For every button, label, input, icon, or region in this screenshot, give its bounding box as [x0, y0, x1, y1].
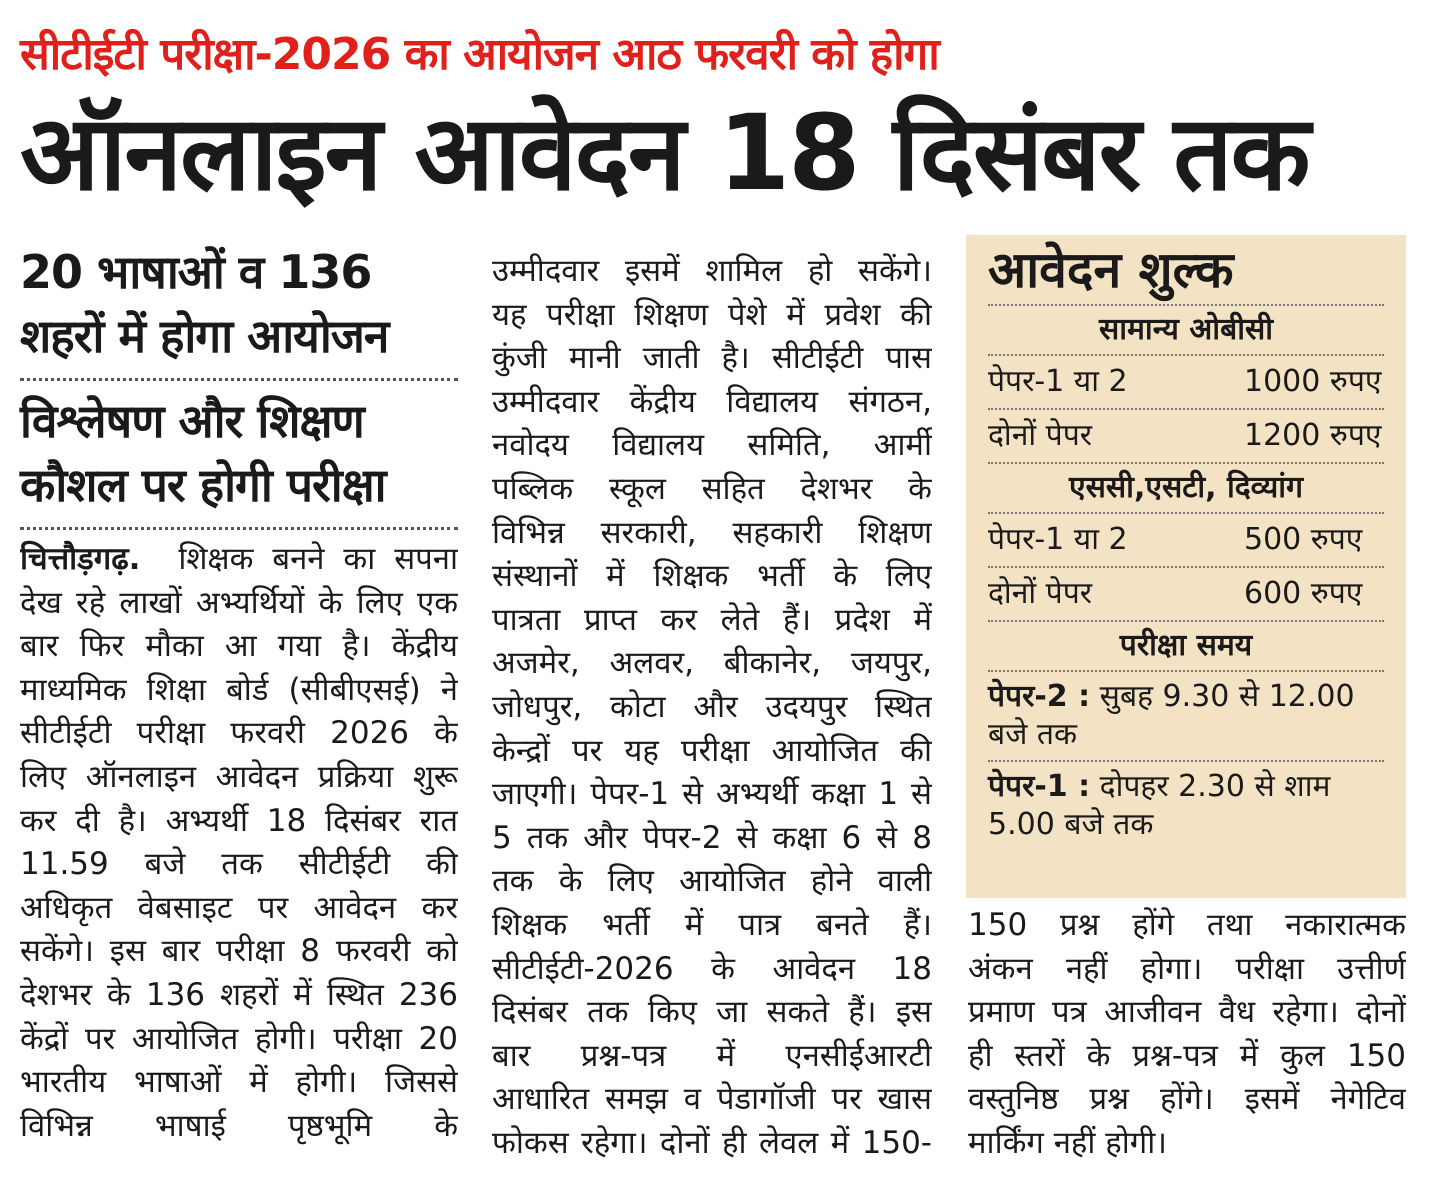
text-line: यह परीक्षा शिक्षण पेशे में प्रवेश की [492, 296, 932, 333]
text-line: जाएगी। पेपर-1 से अभ्यर्थी कक्षा 1 से [492, 776, 932, 813]
divider [988, 354, 1384, 356]
divider [988, 620, 1384, 622]
text-line: तक के लिए आयोजित होने वाली [492, 863, 932, 900]
fee-label: पेपर-1 या 2 [988, 364, 1128, 399]
article-body-1: चित्तौड़गढ़. शिक्षक बनने का सपना देख रहे … [20, 538, 458, 1148]
column-1: 20 भाषाओं व 136 शहरों में होगा आयोजन विश… [20, 240, 458, 1148]
divider [988, 408, 1384, 410]
fee-box: आवेदन शुल्क सामान्य ओबीसी पेपर-1 या 2 100… [966, 235, 1406, 898]
text-line: चित्तौड़गढ़. शिक्षक बनने का सपना [20, 538, 458, 582]
text-line: मार्किंग नहीं होगी। [968, 1124, 1167, 1161]
text-line: देशभर के 136 शहरों में स्थित 236 [20, 976, 458, 1013]
fee-row: पेपर-1 या 2 1000 रुपए [988, 360, 1384, 404]
text-line: केंद्रों पर आयोजित होगी। परीक्षा 20 [20, 1020, 458, 1057]
text-line: विभिन्न भाषाई पृष्ठभूमि के [20, 1107, 458, 1144]
divider [20, 378, 458, 381]
main-headline: ऑनलाइन आवेदन 18 दिसंबर तक [20, 92, 1310, 214]
dateline: चित्तौड़गढ़. [20, 541, 141, 577]
text-line: सकेंगे। इस बार परीक्षा 8 फरवरी को [20, 933, 458, 970]
text-line: अजमेर, अलवर, बीकानेर, जयपुर, [492, 645, 932, 682]
divider [988, 760, 1384, 762]
text-line: प्रमाण पत्र आजीवन वैध रहेगा। दोनों [968, 994, 1406, 1031]
text-line: देख रहे लाखों अभ्यर्थियों के लिए एक [20, 584, 458, 621]
text-line: सीटीईटी-2026 के आवेदन 18 [492, 950, 932, 987]
divider [988, 670, 1384, 672]
text-line: आधारित समझ व पेडागॉजी पर खास [492, 1081, 932, 1118]
text-line: बार फिर मौका आ गया है। केंद्रीय [20, 628, 458, 665]
text-line: 150 प्रश्न होंगे तथा नकारात्मक [968, 907, 1406, 943]
fee-amount: 600 रुपए [1244, 576, 1363, 611]
time-label: पेपर-1 : [988, 769, 1091, 804]
text-line: उम्मीदवार इसमें शामिल हो सकेंगे। [492, 253, 932, 289]
text-span: शिक्षक बनने का सपना [178, 541, 458, 577]
exam-time-heading: परीक्षा समय [1119, 628, 1253, 663]
divider [988, 462, 1384, 464]
fee-label: पेपर-1 या 2 [988, 522, 1128, 557]
text-line: कर दी है। अभ्यर्थी 18 दिसंबर रात [20, 802, 458, 839]
text-line: फोकस रहेगा। दोनों ही लेवल में 150- [492, 1124, 932, 1161]
kicker-headline: सीटीईटी परीक्षा-2026 का आयोजन आठ फरवरी क… [20, 29, 940, 80]
subheading: 20 भाषाओं व 136 [20, 245, 372, 299]
column-3: आवेदन शुल्क सामान्य ओबीसी पेपर-1 या 2 100… [966, 235, 1406, 1166]
text-line: विभिन्न सरकारी, सहकारी शिक्षण [492, 514, 932, 551]
subheading: विश्लेषण और शिक्षण [20, 394, 365, 448]
text-line: भारतीय भाषाओं में होगी। जिससे [20, 1064, 458, 1101]
text-line: वस्तुनिष्ठ प्रश्न होंगे। इसमें नेगेटिव [968, 1081, 1406, 1118]
text-line: 5 तक और पेपर-2 से कक्षा 6 से 8 [492, 819, 932, 856]
text-line: पब्लिक स्कूल सहित देशभर के [492, 470, 932, 507]
text-line: पात्रता प्राप्त कर लेते हैं। प्रदेश में [492, 601, 932, 638]
fee-row: दोनों पेपर 600 रुपए [988, 572, 1384, 616]
divider [988, 512, 1384, 514]
fee-amount: 1200 रुपए [1244, 418, 1382, 453]
text-line: अधिकृत वेबसाइट पर आवेदन कर [20, 889, 458, 926]
article-body-3: 150 प्रश्न होंगे तथा नकारात्मक अंकन नहीं … [966, 904, 1406, 1166]
fee-heading-general: सामान्य ओबीसी [1098, 312, 1274, 347]
exam-time-paper-2: पेपर-2 : सुबह 9.30 से 12.00 बजे तक [988, 676, 1384, 756]
divider [20, 527, 458, 530]
text-line: उम्मीदवार केंद्रीय विद्यालय संगठन, [492, 383, 932, 420]
fee-label: दोनों पेपर [988, 576, 1093, 611]
time-text: सुबह 9.30 से 12.00 बजे तक [988, 679, 1355, 752]
text-line: जोधपुर, कोटा और उदयपुर स्थित [492, 688, 932, 725]
subheading: कौशल पर होगी परीक्षा [20, 458, 387, 512]
time-label: पेपर-2 : [988, 679, 1091, 714]
text-line: दिसंबर तक किए जा सकते हैं। इस [492, 994, 932, 1031]
fee-box-title: आवेदन शुल्क [988, 241, 1234, 299]
text-line: सीटीईटी परीक्षा फरवरी 2026 के [20, 715, 458, 752]
fee-heading-reserved: एससी,एसटी, दिव्यांग [1069, 470, 1303, 505]
fee-amount: 500 रुपए [1244, 522, 1363, 557]
subheading: शहरों में होगा आयोजन [20, 309, 389, 363]
text-line: कुंजी मानी जाती है। सीटीईटी पास [492, 340, 932, 377]
text-line: लिए ऑनलाइन आवेदन प्रक्रिया शुरू [20, 758, 458, 795]
text-line: अंकन नहीं होगा। परीक्षा उत्तीर्ण [968, 950, 1406, 987]
text-line: ही स्तरों के प्रश्न-पत्र में कुल 150 [968, 1037, 1406, 1074]
fee-row: पेपर-1 या 2 500 रुपए [988, 518, 1384, 562]
fee-row: दोनों पेपर 1200 रुपए [988, 414, 1384, 458]
text-line: नवोदय विद्यालय समिति, आर्मी [492, 427, 932, 464]
time-text: दोपहर 2.30 से शाम 5.00 बजे तक [988, 769, 1331, 842]
fee-amount: 1000 रुपए [1244, 364, 1382, 399]
text-line: केन्द्रों पर यह परीक्षा आयोजित की [492, 732, 932, 769]
text-line: माध्यमिक शिक्षा बोर्ड (सीबीएसई) ने [20, 671, 458, 708]
fee-label: दोनों पेपर [988, 418, 1093, 453]
exam-time-paper-1: पेपर-1 : दोपहर 2.30 से शाम 5.00 बजे तक [988, 766, 1384, 846]
text-line: 11.59 बजे तक सीटीईटी की [20, 846, 458, 883]
divider [988, 304, 1384, 306]
divider [988, 566, 1384, 568]
article-body-2: उम्मीदवार इसमें शामिल हो सकेंगे। यह परीक्… [492, 250, 932, 1165]
text-line: बार प्रश्न-पत्र में एनसीईआरटी [492, 1037, 932, 1074]
text-line: शिक्षक भर्ती में पात्र बनते हैं। [492, 906, 932, 943]
text-line: संस्थानों में शिक्षक भर्ती के लिए [492, 558, 932, 595]
